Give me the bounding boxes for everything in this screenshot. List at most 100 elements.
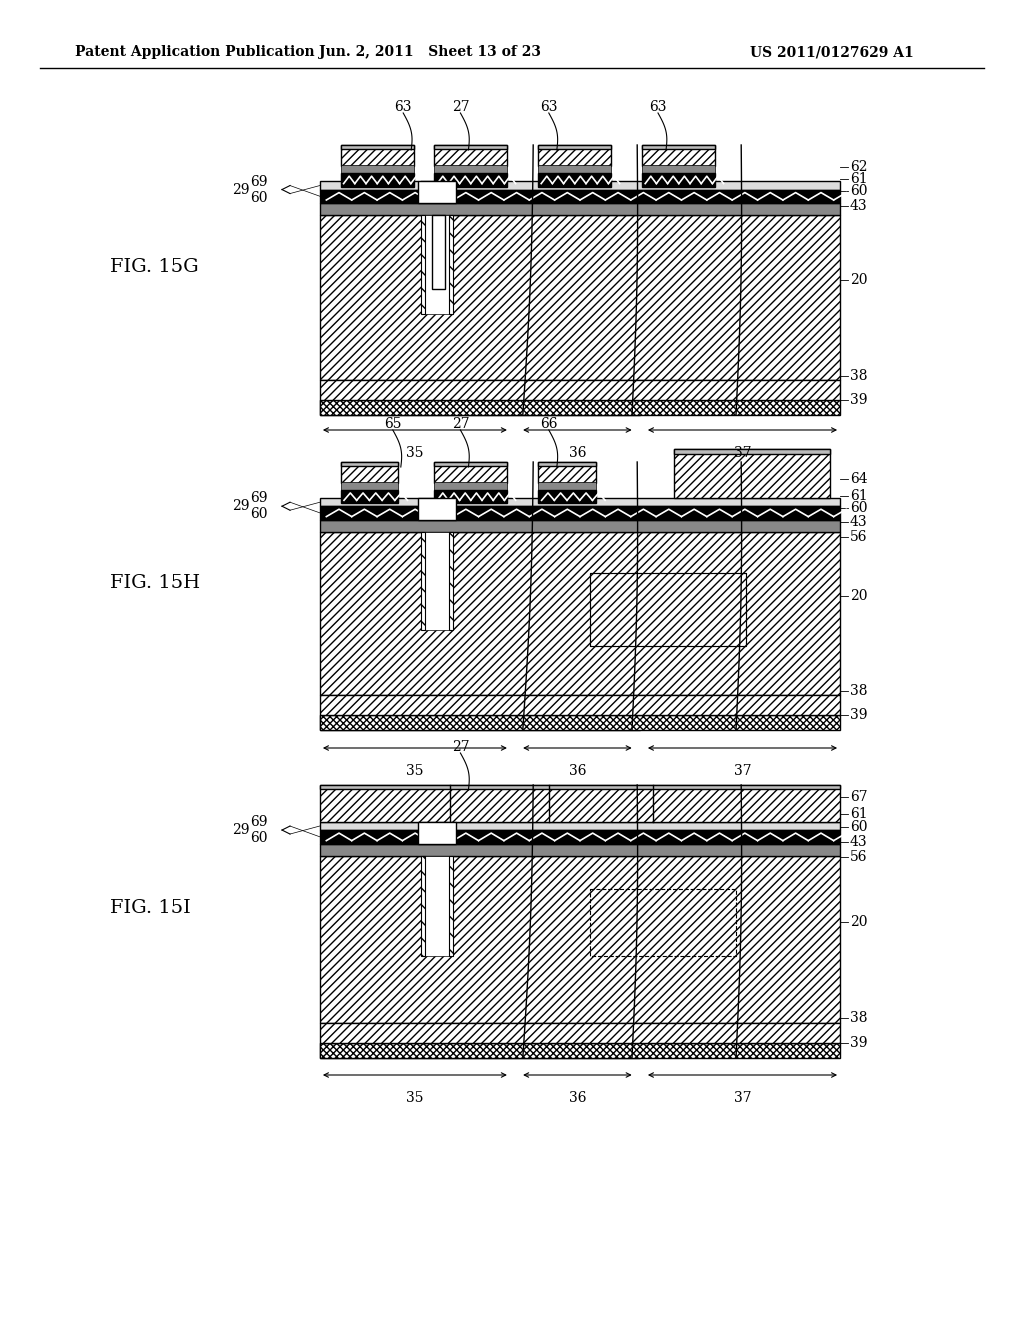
Text: 56: 56	[850, 850, 867, 865]
Text: 69: 69	[251, 491, 268, 506]
Bar	[319, 1043, 840, 1059]
Text: 60: 60	[850, 183, 867, 198]
Bar	[642, 145, 715, 166]
Bar	[319, 507, 840, 520]
Bar	[539, 145, 611, 149]
Text: 36: 36	[568, 764, 586, 777]
Bar	[341, 165, 414, 173]
Text: 43: 43	[850, 836, 867, 849]
Text: 39: 39	[850, 1036, 867, 1049]
Text: FIG. 15H: FIG. 15H	[110, 574, 200, 591]
Bar	[432, 215, 444, 289]
Bar	[422, 855, 425, 956]
Text: FIG. 15G: FIG. 15G	[110, 257, 199, 276]
Bar	[434, 462, 507, 466]
Text: 39: 39	[850, 709, 867, 722]
Text: 27: 27	[452, 741, 469, 754]
Bar	[319, 190, 840, 203]
Bar	[319, 215, 840, 380]
Bar	[319, 843, 840, 855]
Text: 60: 60	[251, 190, 268, 205]
Bar	[319, 380, 840, 400]
Text: 37: 37	[733, 446, 752, 459]
Bar	[449, 855, 453, 956]
Text: Patent Application Publication: Patent Application Publication	[75, 45, 314, 59]
Bar	[434, 490, 507, 503]
Bar	[319, 520, 840, 532]
Bar	[418, 822, 456, 843]
Text: 61: 61	[850, 172, 867, 186]
Bar	[434, 145, 507, 149]
Text: 64: 64	[850, 473, 867, 486]
Bar	[319, 696, 840, 715]
Text: 37: 37	[733, 764, 752, 777]
Text: 20: 20	[850, 589, 867, 603]
Bar	[642, 165, 715, 173]
Bar	[434, 145, 507, 166]
Text: 63: 63	[394, 100, 412, 114]
Bar	[319, 400, 640, 414]
Bar	[319, 822, 840, 830]
Text: 60: 60	[251, 832, 268, 845]
Bar	[449, 215, 453, 314]
Text: 66: 66	[540, 417, 557, 432]
Text: 20: 20	[850, 273, 867, 286]
Bar	[539, 490, 596, 503]
Bar	[319, 498, 840, 507]
Text: 27: 27	[452, 100, 469, 114]
Bar	[341, 173, 414, 186]
Text: 61: 61	[850, 807, 867, 821]
Bar	[319, 785, 840, 822]
Text: 29: 29	[232, 182, 250, 197]
Text: 60: 60	[850, 820, 867, 834]
Text: 35: 35	[407, 1092, 424, 1105]
Bar	[425, 215, 449, 314]
Bar	[319, 400, 840, 414]
Bar	[434, 165, 507, 173]
Bar	[422, 532, 425, 630]
Bar	[449, 532, 453, 630]
Bar	[341, 145, 414, 166]
Bar	[341, 482, 398, 490]
Bar	[591, 573, 746, 645]
Bar	[674, 449, 829, 498]
Text: 39: 39	[850, 393, 867, 407]
Bar	[319, 532, 840, 696]
Bar	[341, 462, 398, 483]
Text: 36: 36	[568, 446, 586, 459]
Text: 60: 60	[251, 507, 268, 521]
Bar	[341, 145, 414, 149]
Text: 27: 27	[452, 417, 469, 432]
Bar	[539, 173, 611, 186]
Bar	[642, 145, 715, 149]
Text: 69: 69	[251, 174, 268, 189]
Bar	[591, 573, 746, 645]
Bar	[319, 203, 840, 215]
Text: 20: 20	[850, 915, 867, 928]
Text: 63: 63	[540, 100, 557, 114]
Bar	[642, 173, 715, 186]
Text: 38: 38	[850, 368, 867, 383]
Text: 65: 65	[384, 417, 401, 432]
Bar	[425, 532, 449, 630]
Bar	[319, 855, 840, 1023]
Text: 35: 35	[407, 446, 424, 459]
Text: 43: 43	[850, 199, 867, 213]
Bar	[539, 482, 596, 490]
Bar	[319, 181, 840, 190]
Text: Jun. 2, 2011   Sheet 13 of 23: Jun. 2, 2011 Sheet 13 of 23	[319, 45, 541, 59]
Bar	[539, 145, 611, 166]
Bar	[418, 498, 456, 520]
Bar	[319, 1023, 840, 1043]
Bar	[319, 715, 640, 730]
Bar	[539, 165, 611, 173]
Text: 60: 60	[850, 500, 867, 515]
Text: 63: 63	[649, 100, 667, 114]
Bar	[422, 215, 425, 314]
Text: 43: 43	[850, 515, 867, 529]
Bar	[319, 830, 840, 843]
Text: US 2011/0127629 A1: US 2011/0127629 A1	[750, 45, 913, 59]
Bar	[539, 462, 596, 466]
Bar	[341, 490, 398, 503]
Text: 35: 35	[407, 764, 424, 777]
